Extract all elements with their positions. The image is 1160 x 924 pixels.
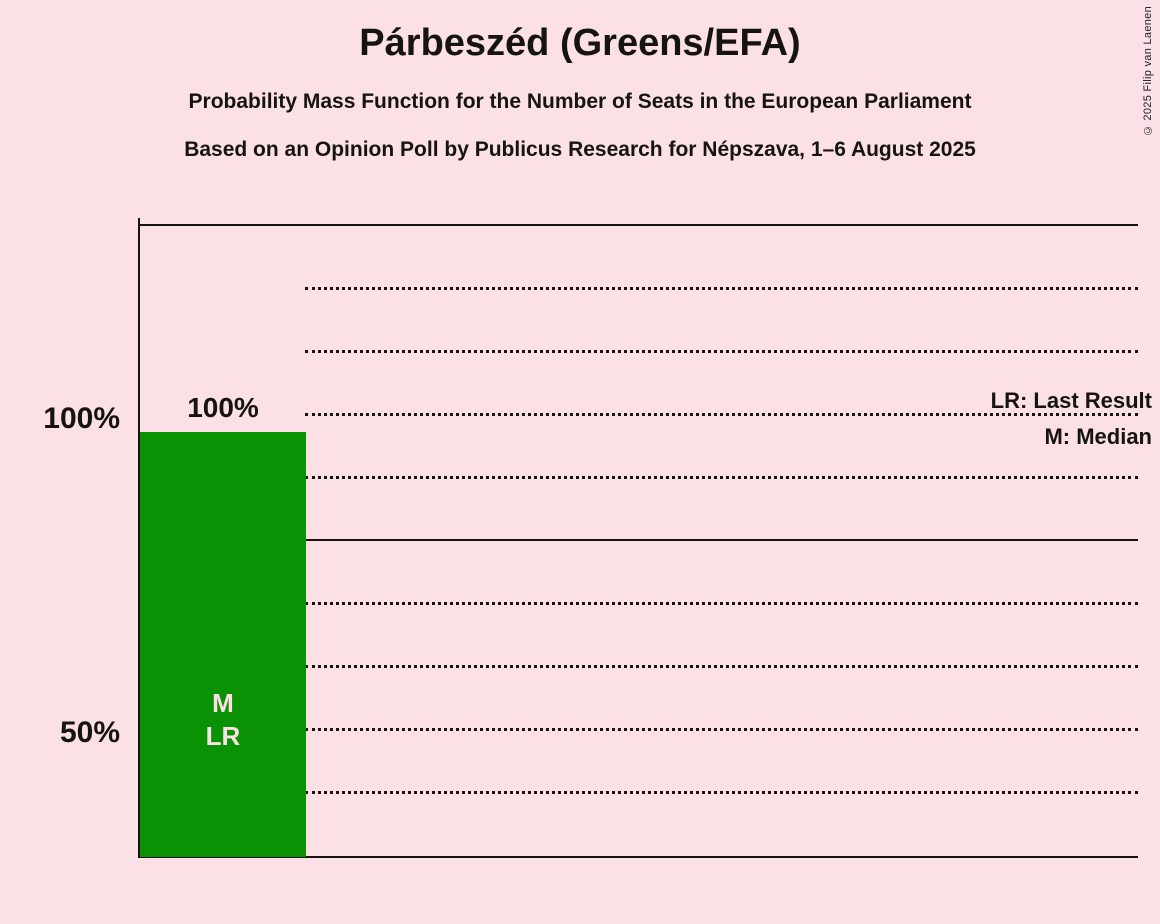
gridline-100 (138, 224, 1138, 226)
gridline-minor-80 (305, 350, 1138, 353)
chart-plot-area: 100% 50% LR: Last Result M: Median 100% … (0, 192, 1160, 842)
bar-marker-0: M LR (140, 687, 306, 752)
gridline-minor-30 (305, 665, 1138, 668)
gridline-minor-90 (305, 287, 1138, 290)
chart-page: © 2025 Filip van Laenen Párbeszéd (Green… (0, 0, 1160, 924)
bar-value-label-0: 100% (140, 392, 306, 424)
gridline-minor-20 (305, 728, 1138, 731)
y-axis-label-100: 100% (10, 402, 120, 436)
legend-median: M: Median (752, 424, 1152, 450)
y-axis-label-50: 50% (10, 716, 120, 750)
chart-subtitle-2: Based on an Opinion Poll by Publicus Res… (0, 138, 1160, 162)
bar-seat-0[interactable] (140, 432, 306, 857)
chart-title: Párbeszéd (Greens/EFA) (0, 22, 1160, 65)
legend-last-result: LR: Last Result (752, 388, 1152, 414)
chart-subtitle-1: Probability Mass Function for the Number… (0, 90, 1160, 114)
gridline-minor-40 (305, 602, 1138, 605)
gridline-minor-10 (305, 791, 1138, 794)
gridline-minor-60 (305, 476, 1138, 479)
